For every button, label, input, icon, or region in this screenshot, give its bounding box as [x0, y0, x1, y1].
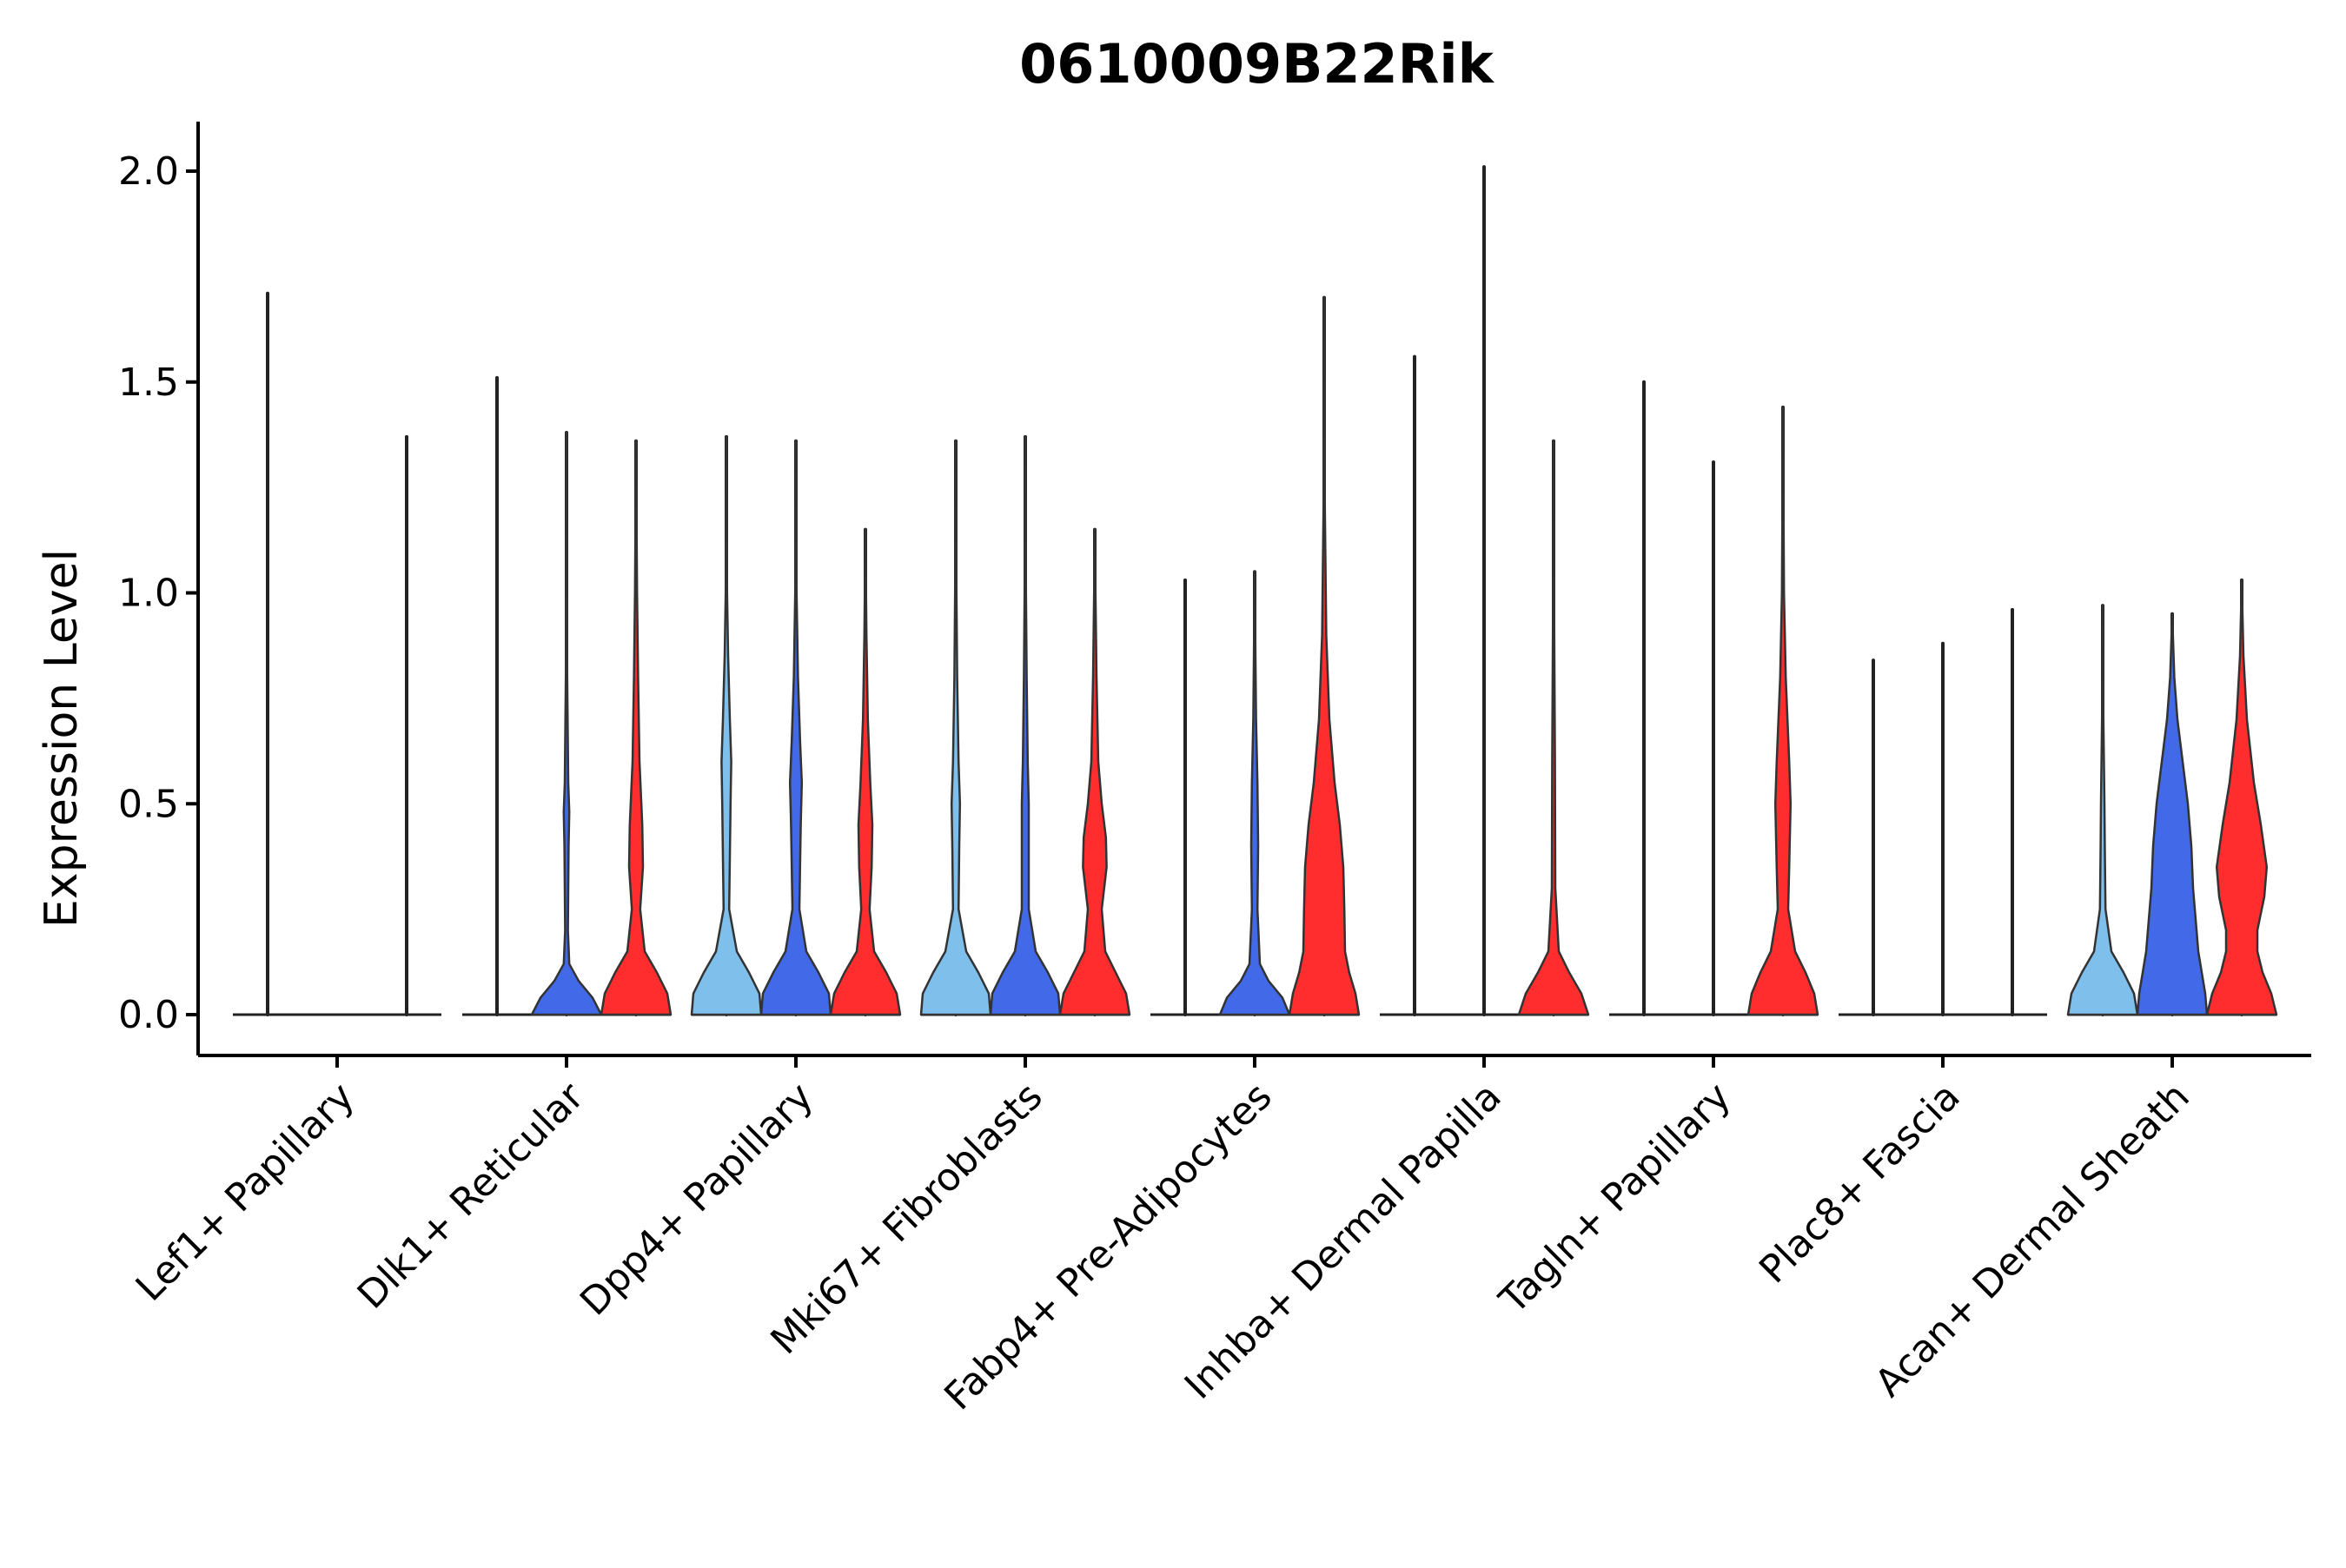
- category-group: [462, 375, 673, 1016]
- chart-title: 0610009B22Rik: [1019, 32, 1495, 96]
- category-group: [1609, 380, 1819, 1016]
- x-tick-label: Lef1+ Papillary: [128, 1075, 363, 1310]
- axes: [196, 122, 2311, 1057]
- category-group: [2066, 578, 2278, 1016]
- x-tick-label: Tagln+ Papillary: [1491, 1075, 1740, 1323]
- violin-body: [1058, 528, 1131, 1016]
- violin-body: [530, 431, 603, 1016]
- violin-body: [1288, 296, 1361, 1016]
- y-tick-label: 2.0: [118, 149, 179, 194]
- violin-body: [1746, 406, 1819, 1016]
- category-group: [1839, 607, 2047, 1016]
- category-group: [690, 434, 902, 1016]
- violin-body: [2205, 579, 2278, 1016]
- violin-body: [1517, 440, 1590, 1016]
- y-tick-label: 1.5: [118, 361, 179, 405]
- violin-body: [2136, 612, 2209, 1016]
- x-tick-label: Dlk1+ Reticular: [349, 1074, 593, 1318]
- plot-area: [233, 165, 2278, 1016]
- y-tick-label: 0.0: [118, 993, 179, 1037]
- violin-body: [690, 435, 763, 1016]
- violin-body: [989, 435, 1062, 1016]
- x-tick-label: Dpp4+ Papillary: [572, 1075, 822, 1325]
- category-group: [233, 291, 441, 1016]
- violin-body: [759, 440, 832, 1016]
- category-group: [1380, 165, 1590, 1016]
- y-axis: 0.0 0.5 1.0 1.5 2.0: [118, 149, 198, 1037]
- violin-body: [600, 440, 673, 1016]
- y-axis-title: Expression Level: [36, 549, 88, 928]
- y-tick-label: 1.0: [118, 572, 179, 616]
- violin-body: [1218, 570, 1291, 1016]
- category-group: [919, 434, 1131, 1016]
- y-tick-label: 0.5: [118, 782, 179, 826]
- violin-body: [2066, 604, 2139, 1016]
- violin-body: [829, 528, 902, 1016]
- x-tick-label: Plac8+ Fascia: [1751, 1075, 1969, 1293]
- violin-body: [919, 440, 992, 1016]
- category-group: [1150, 295, 1361, 1016]
